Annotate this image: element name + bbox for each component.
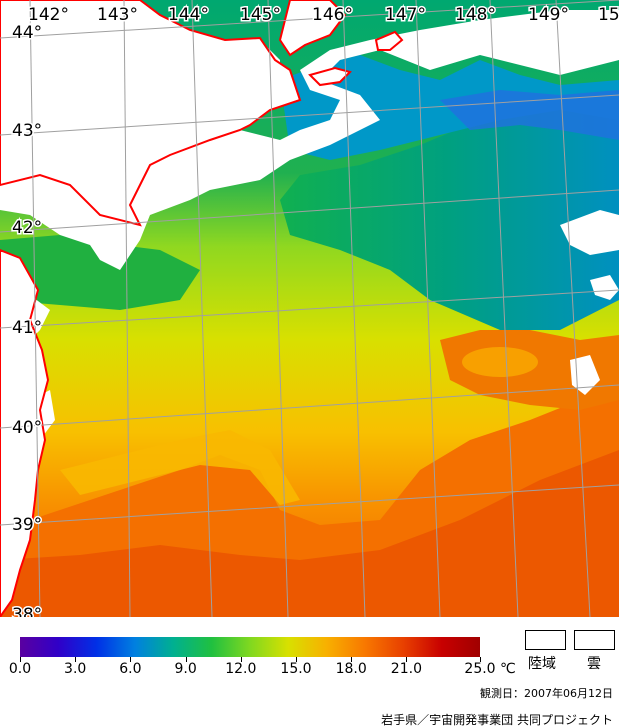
latitude-lines <box>0 0 619 526</box>
latitude-label: 38° <box>12 605 42 617</box>
latitude-label: 44° <box>12 23 42 43</box>
longitude-line <box>267 0 289 617</box>
kuril-coast <box>278 0 347 57</box>
longitude-label: 148° <box>455 5 496 25</box>
latitude-line <box>0 384 619 429</box>
colorbar-tick-label: 6.0 <box>119 661 142 677</box>
longitude-line <box>555 0 591 617</box>
observation-date: 観測日：2007年06月12日 <box>480 687 613 700</box>
colorbar-tick <box>20 657 21 662</box>
latitude-labels: 44° 43° 42° 41° 40° 39° 38° <box>11 22 44 618</box>
colorbar-tick <box>75 657 77 662</box>
longitude-line <box>415 0 441 617</box>
colorbar-tick <box>240 657 242 662</box>
latitude-line <box>0 484 619 526</box>
latitude-label: 43° <box>12 121 42 141</box>
sea-surface-temperature-map: 44° 43° 42° 41° 40° 39° 38° 142° 143° 144° 145° 14… <box>0 0 619 617</box>
land-label: 陸域 <box>528 656 556 672</box>
green-west-shelf <box>0 235 200 310</box>
graticule <box>0 0 619 617</box>
longitude-label: 143° <box>97 5 138 25</box>
yellow-front <box>60 430 300 505</box>
colorbar-tick <box>185 657 187 662</box>
longitude-label: 145° <box>240 5 281 25</box>
longitude-line <box>29 0 41 617</box>
cloud-swatch <box>574 630 615 650</box>
hot-water-region <box>0 450 619 617</box>
credit-text: 岩手県／宇宙開発事業団 共同プロジェクト <box>381 713 613 727</box>
longitude-label: 149° <box>528 5 569 25</box>
latitude-line <box>0 289 619 329</box>
colorbar-tick-label: 18.0 <box>335 661 367 677</box>
colorbar-tick-label: 15.0 <box>280 661 312 677</box>
latitude-line <box>0 94 619 136</box>
colorbar-tick <box>406 657 408 662</box>
colorbar-tick <box>296 657 297 662</box>
latitude-line <box>0 0 619 39</box>
longitude-line <box>123 0 131 617</box>
longitude-label: 15 <box>598 5 619 25</box>
longitude-line <box>342 0 366 617</box>
colorbar-tick <box>480 657 481 662</box>
longitude-label: 142° <box>28 5 69 25</box>
colorbar-tick <box>130 657 132 662</box>
temperature-colorbar <box>20 637 480 657</box>
cool-water-region <box>280 95 619 330</box>
cold-blue-patch <box>440 90 619 140</box>
longitude-label: 146° <box>312 5 353 25</box>
colorbar-tick-label: 0.0 <box>8 661 32 677</box>
longitude-label: 147° <box>385 5 426 25</box>
colorbar-tick-label: 25.0 <box>464 661 496 677</box>
longitude-label: 144° <box>168 5 209 25</box>
land-swatch <box>525 630 566 650</box>
colorbar-tick-label: 3.0 <box>64 661 87 677</box>
hokkaido-coast <box>0 0 302 227</box>
latitude-label: 40° <box>12 418 42 438</box>
longitude-line <box>191 0 213 617</box>
colorbar-tick-label: 21.0 <box>390 661 422 677</box>
shiretoko-outline <box>308 66 352 87</box>
longitude-labels: 142° 143° 144° 145° 146° 147° 148° 149° 15 <box>27 4 619 27</box>
eddy-core <box>462 347 538 377</box>
colorbar-tick-label: 12.0 <box>225 661 257 677</box>
colorbar-tick-label: 9.0 <box>174 661 197 677</box>
temperature-unit: ℃ <box>500 661 516 677</box>
latitude-line <box>0 189 619 233</box>
colorbar-tick <box>351 657 353 662</box>
island-outline <box>374 30 404 51</box>
latitude-label: 39° <box>12 515 42 535</box>
latitude-label: 41° <box>12 318 42 338</box>
latitude-label: 42° <box>12 218 42 238</box>
temperature-legend: 0.0 3.0 6.0 9.0 12.0 15.0 18.0 21.0 25.0 ℃ 陸域 雲 … <box>0 617 619 728</box>
cloud-label: 雲 <box>587 656 601 672</box>
